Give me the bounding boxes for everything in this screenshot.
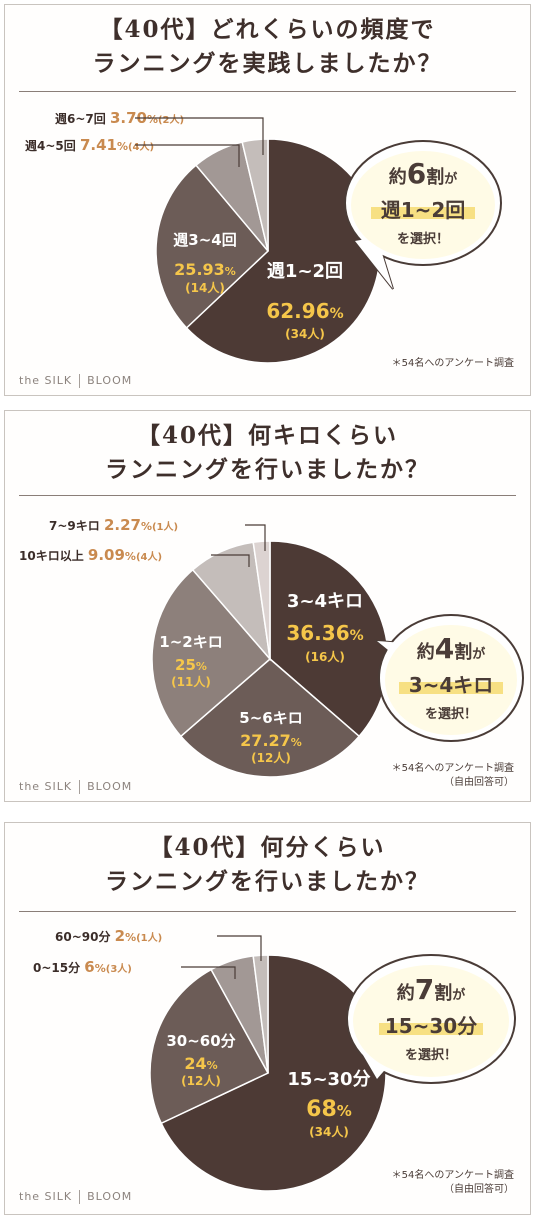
leader-line <box>181 966 236 979</box>
small-slice-label: 0~15分 6%(3人) <box>33 958 132 976</box>
pie-slice <box>252 540 271 660</box>
brand-sub: BLOOM <box>87 1190 133 1203</box>
chart-title-line1: 【40代】何キロくらい <box>136 422 398 449</box>
pie-slice <box>179 658 361 778</box>
chart-panel-frequency: 【40代】どれくらいの頻度で ランニングを実践しましたか？ 週1~2回 62.96… <box>4 4 531 396</box>
callout-line3: を選択！ <box>425 706 477 722</box>
leader-line <box>135 117 264 155</box>
pie-slice <box>160 954 387 1192</box>
slice-percent: 25.93% <box>174 260 236 279</box>
brand-name: the SILK <box>19 780 73 793</box>
brand-sub: BLOOM <box>87 780 133 793</box>
slice-count: (11人) <box>171 674 211 689</box>
brand-logo: the SILK BLOOM <box>19 1190 132 1204</box>
slice-count: (16人) <box>305 649 345 664</box>
callout-line2: 15~30分 <box>385 1014 477 1038</box>
survey-note-line2: （自由回答可） <box>444 777 514 788</box>
slice-label: 3~4キロ <box>287 591 363 612</box>
brand-name: the SILK <box>19 374 73 387</box>
slice-count: (14人) <box>185 280 225 295</box>
slice-percent: 24% <box>184 1054 217 1073</box>
small-slice-label: 週6~7回 3.70%(2人) <box>55 109 184 127</box>
small-slice-label: 10キロ以上 9.09%(4人) <box>19 546 162 564</box>
small-slice-label: 60~90分 2%(1人) <box>55 927 162 945</box>
survey-note: ＊54名へのアンケート調査 <box>392 357 514 371</box>
title-divider <box>19 91 516 92</box>
callout-line2: 3~4キロ <box>409 673 494 697</box>
slice-label: 週1~2回 <box>267 261 343 282</box>
chart-title: 【40代】何分くらい ランニングを行いましたか？ <box>5 831 530 899</box>
brand-sub: BLOOM <box>87 374 133 387</box>
brand-name: the SILK <box>19 1190 73 1203</box>
chart-title-line2: ランニングを実践しましたか？ <box>92 50 443 77</box>
pie-chart: 15~30分 68% (34人) 30~60分 24%(12人) 0~15分 6%(3人)… <box>33 927 516 1192</box>
slice-label: 30~60分 <box>166 1032 235 1050</box>
pie-slice <box>149 968 270 1125</box>
small-slice-label: 週4~5回 7.41%(4人) <box>25 136 154 154</box>
callout-line3: を選択！ <box>405 1047 457 1063</box>
pie-slice <box>185 138 381 364</box>
survey-note-line2: （自由回答可） <box>444 1184 514 1195</box>
pie-chart: 3~4キロ 36.36% (16人) 5~6キロ 27.27%(12人) 1~2キロ 25%… <box>19 516 524 778</box>
leader-line <box>135 144 240 167</box>
title-divider <box>19 911 516 912</box>
callout-line1: 約7割が <box>397 973 466 1006</box>
callout-line1: 約6割が <box>389 157 458 190</box>
slice-label: 週3~4回 <box>173 231 236 249</box>
chart-panel-duration: 【40代】何分くらい ランニングを行いましたか？ 15~30分 68% (34人) 3… <box>4 822 531 1215</box>
slice-count: (12人) <box>251 750 291 765</box>
brand-logo: the SILK BLOOM <box>19 374 132 388</box>
slice-label: 1~2キロ <box>159 633 222 651</box>
pie-slices <box>149 954 387 1192</box>
chart-title-line1: 【40代】何分くらい <box>149 834 386 861</box>
survey-note: ＊54名へのアンケート調査 （自由回答可） <box>392 762 514 790</box>
chart-title: 【40代】どれくらいの頻度で ランニングを実践しましたか？ <box>5 13 530 81</box>
slice-label: 5~6キロ <box>239 709 302 727</box>
slice-percent: 68% <box>306 1097 352 1122</box>
survey-note-line1: ＊54名へのアンケート調査 <box>391 763 514 774</box>
survey-note-line1: ＊54名へのアンケート調査 <box>391 358 514 369</box>
chart-panel-distance: 【40代】何キロくらい ランニングを行いましたか？ 3~4キロ 36.36% (16… <box>4 410 531 802</box>
chart-title-line1: 【40代】どれくらいの頻度で <box>99 16 436 43</box>
slice-count: (34人) <box>285 326 325 341</box>
brand-logo: the SILK BLOOM <box>19 780 132 794</box>
chart-title-line2: ランニングを行いましたか？ <box>105 868 430 895</box>
leader-line <box>217 935 262 961</box>
pie-slice <box>269 540 389 738</box>
chart-title-line2: ランニングを行いましたか？ <box>105 456 430 483</box>
callout-line3: を選択！ <box>397 231 449 247</box>
survey-note-line1: ＊54名へのアンケート調査 <box>391 1170 514 1181</box>
slice-count: (12人) <box>181 1073 221 1088</box>
slice-percent: 62.96% <box>266 299 343 323</box>
pie-slice <box>155 164 270 329</box>
survey-note: ＊54名へのアンケート調査 （自由回答可） <box>392 1169 514 1197</box>
pie-slice <box>151 568 272 738</box>
leader-line <box>211 554 250 567</box>
pie-slices <box>151 540 389 778</box>
slice-percent: 27.27% <box>240 731 302 750</box>
leader-line <box>245 524 266 551</box>
slice-label: 15~30分 <box>287 1069 370 1090</box>
chart-title: 【40代】何キロくらい ランニングを行いましたか？ <box>5 419 530 487</box>
pie-chart: 週1~2回 62.96% (34人) 週3~4回 25.93%(14人) 週4~5回 7.… <box>25 109 502 364</box>
pie-slices <box>155 138 381 364</box>
pie-slice <box>241 138 269 252</box>
title-divider <box>19 495 516 496</box>
callout-line2: 週1~2回 <box>381 198 466 222</box>
slice-count: (34人) <box>309 1124 349 1139</box>
small-slice-label: 7~9キロ 2.27%(1人) <box>49 516 178 534</box>
callout-line1: 約4割が <box>417 632 486 665</box>
slice-percent: 36.36% <box>286 621 363 645</box>
slice-percent: 25% <box>175 656 207 674</box>
